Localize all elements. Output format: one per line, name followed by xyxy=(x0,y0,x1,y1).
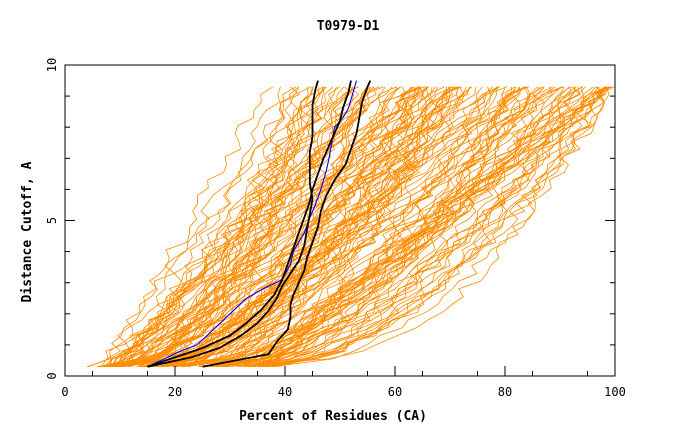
model-curve xyxy=(111,86,354,368)
highlight-curve xyxy=(147,80,352,368)
model-curve xyxy=(106,86,355,368)
y-tick-label: 5 xyxy=(45,217,59,224)
model-curve xyxy=(101,86,281,367)
y-tick-label: 0 xyxy=(45,372,59,379)
model-curve xyxy=(106,86,327,368)
model-curve xyxy=(268,86,608,368)
model-curve xyxy=(198,86,451,368)
model-curve xyxy=(273,86,572,367)
model-curve xyxy=(136,86,398,368)
model-curve xyxy=(276,86,612,368)
model-curve xyxy=(99,86,325,368)
model-curve xyxy=(244,86,544,367)
model-curve xyxy=(208,86,525,368)
highlight-curve xyxy=(147,80,319,368)
model-curve xyxy=(224,86,564,367)
model-curve xyxy=(187,86,500,368)
model-curve xyxy=(107,86,337,367)
model-curve xyxy=(123,86,418,368)
model-curve xyxy=(149,86,436,368)
model-curve xyxy=(182,86,554,368)
model-curve xyxy=(210,86,562,368)
model-curve xyxy=(88,86,301,368)
model-curve xyxy=(218,86,513,368)
model-curve xyxy=(156,86,452,368)
model-curve xyxy=(249,86,606,368)
model-curve xyxy=(141,86,413,368)
model-curve xyxy=(142,86,464,368)
model-curve xyxy=(254,86,613,368)
model-curve xyxy=(103,86,320,367)
model-curve xyxy=(163,86,415,368)
model-curve xyxy=(209,86,493,368)
model-curve xyxy=(110,86,371,367)
model-curve xyxy=(115,86,324,368)
model-curve xyxy=(254,86,581,368)
model-curve xyxy=(166,86,438,368)
model-curve xyxy=(249,86,610,368)
model-curve xyxy=(221,86,607,368)
x-tick-label: 80 xyxy=(498,385,512,399)
x-tick-label: 20 xyxy=(168,385,182,399)
model-curve xyxy=(271,86,606,368)
model-curve xyxy=(109,86,274,367)
highlighted-model-curves xyxy=(147,80,372,368)
model-curve xyxy=(163,86,411,368)
model-curve xyxy=(184,86,521,368)
model-curve xyxy=(247,86,576,368)
model-curve xyxy=(172,86,516,368)
model-curve xyxy=(152,86,422,367)
model-curve xyxy=(153,86,420,367)
model-curve xyxy=(160,86,418,368)
background-model-curves xyxy=(86,86,615,368)
x-tick-label: 100 xyxy=(604,385,626,399)
y-tick-label: 10 xyxy=(45,58,59,72)
x-tick-label: 60 xyxy=(388,385,402,399)
model-curve xyxy=(189,86,473,368)
model-curve xyxy=(140,86,471,367)
model-curve xyxy=(124,86,380,368)
y-axis-label: Distance Cutoff, A xyxy=(20,161,35,302)
model-curve xyxy=(236,86,520,368)
x-tick-label: 0 xyxy=(61,385,68,399)
model-curve xyxy=(100,86,313,368)
model-curve xyxy=(217,86,506,368)
model-curve xyxy=(116,86,299,368)
plot-frame xyxy=(64,64,616,377)
x-tick-label: 40 xyxy=(278,385,292,399)
model-curve xyxy=(119,86,368,368)
model-curve xyxy=(243,86,553,367)
model-curve xyxy=(226,86,545,368)
x-axis-label: Percent of Residues (CA) xyxy=(239,409,427,424)
model-curve xyxy=(113,86,314,367)
model-curve xyxy=(211,86,526,367)
model-curve xyxy=(160,86,459,368)
model-curve xyxy=(119,86,327,367)
model-curve xyxy=(260,86,586,368)
model-curve xyxy=(123,86,393,367)
model-curve xyxy=(139,86,433,368)
model-curve xyxy=(105,86,358,368)
highlight-curve xyxy=(202,80,372,368)
model-curve xyxy=(268,86,602,368)
model-curve xyxy=(277,86,611,367)
chart-title: T0979-D1 xyxy=(317,19,380,34)
model-curve xyxy=(258,86,576,367)
model-curve xyxy=(143,86,459,368)
model-curve xyxy=(258,86,608,368)
model-curve xyxy=(115,86,406,367)
model-curve xyxy=(122,86,334,367)
model-curve xyxy=(262,86,599,368)
